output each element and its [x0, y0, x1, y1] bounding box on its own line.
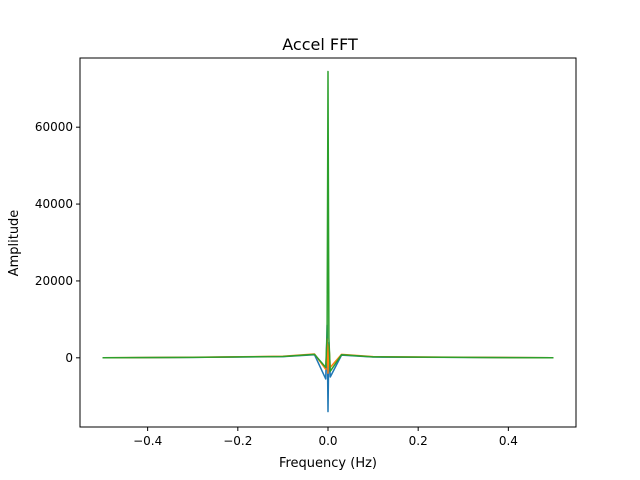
y-tick-label: 40000 — [35, 197, 73, 211]
x-tick-label: 0.4 — [499, 434, 518, 448]
chart-title: Accel FFT — [282, 35, 358, 54]
x-tick-label: −0.4 — [133, 434, 162, 448]
x-tick-label: 0.0 — [318, 434, 337, 448]
x-axis-label: Frequency (Hz) — [279, 456, 377, 471]
y-tick-label: 60000 — [35, 120, 73, 134]
y-axis-label: Amplitude — [7, 210, 22, 277]
series-line-3 — [102, 70, 554, 373]
plot-area-frame — [79, 57, 577, 428]
y-tick-label: 20000 — [35, 274, 73, 288]
x-tick-label: −0.2 — [223, 434, 252, 448]
x-tick-label: 0.2 — [409, 434, 428, 448]
y-axis-ticks: 0 20000 40000 60000 — [35, 120, 80, 365]
plot-series-group — [102, 70, 554, 413]
y-tick-label: 0 — [65, 351, 73, 365]
x-axis-ticks: −0.4 −0.2 0.0 0.2 0.4 — [133, 427, 518, 448]
